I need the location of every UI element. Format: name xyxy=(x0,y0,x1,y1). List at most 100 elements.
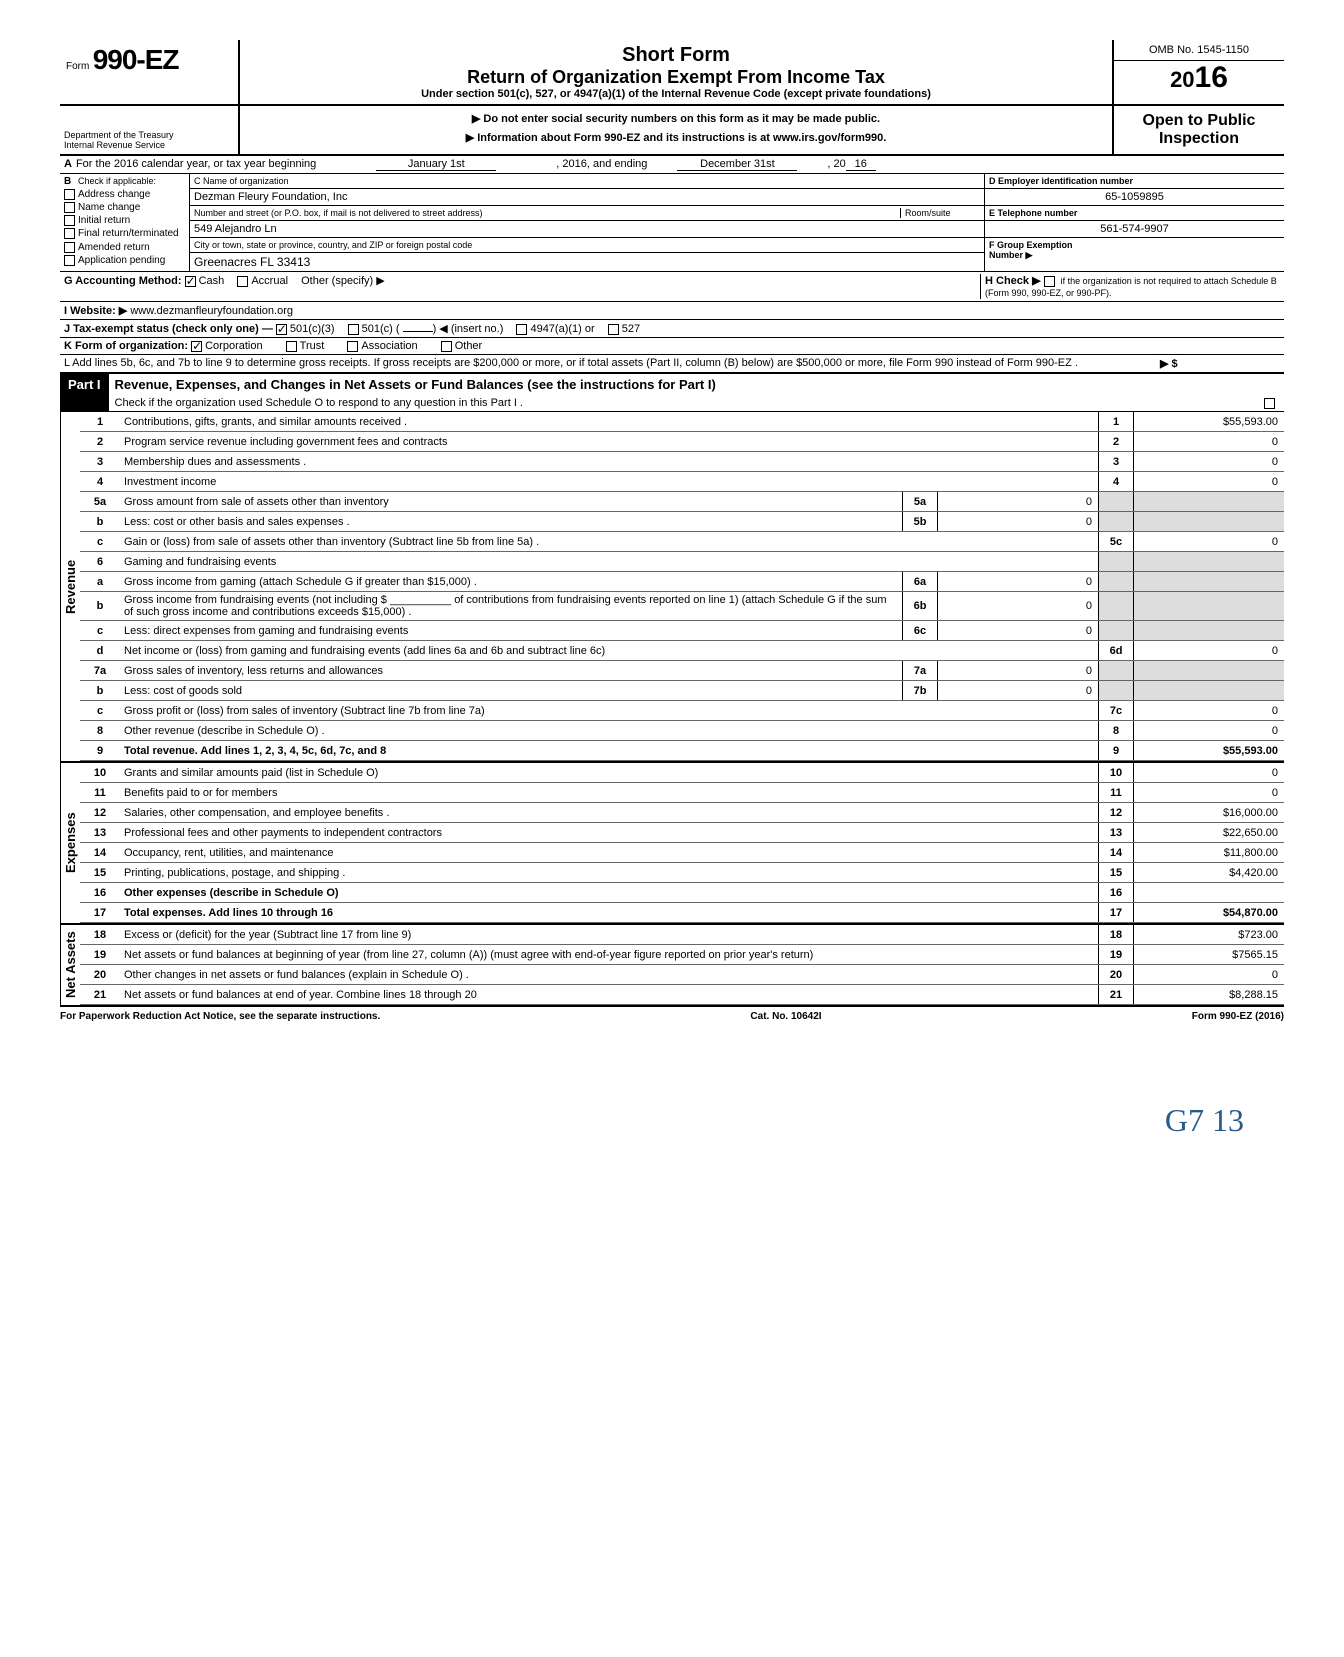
ein[interactable]: 65-1059895 xyxy=(985,189,1284,206)
sub-box-val[interactable]: 0 xyxy=(938,681,1098,700)
section-c-wrap: C Name of organization Dezman Fleury Fou… xyxy=(190,174,1284,271)
check-accrual[interactable] xyxy=(237,276,248,287)
line-num: 3 xyxy=(80,456,120,468)
line-4: 4Investment income40 xyxy=(80,472,1284,492)
public-inspection: Open to Public Inspection xyxy=(1114,106,1284,154)
check-other[interactable] xyxy=(441,341,452,352)
line-desc: Contributions, gifts, grants, and simila… xyxy=(120,414,1098,430)
section-a-text: For the 2016 calendar year, or tax year … xyxy=(76,158,316,171)
line-value[interactable]: $16,000.00 xyxy=(1134,803,1284,822)
line-value[interactable]: 0 xyxy=(1134,783,1284,802)
check-name[interactable] xyxy=(64,202,75,213)
line-value[interactable]: 0 xyxy=(1134,452,1284,471)
part1-label: Part I xyxy=(60,374,109,411)
line-value[interactable]: 0 xyxy=(1134,432,1284,451)
check-amended[interactable] xyxy=(64,242,75,253)
line-num: 21 xyxy=(80,989,120,1001)
line-value[interactable]: $54,870.00 xyxy=(1134,903,1284,922)
check-schedule-o[interactable] xyxy=(1264,398,1275,409)
right-header: OMB No. 1545-1150 2016 xyxy=(1114,40,1284,104)
check-initial[interactable] xyxy=(64,215,75,226)
line-value[interactable]: $22,650.00 xyxy=(1134,823,1284,842)
line-value[interactable]: $4,420.00 xyxy=(1134,863,1284,882)
line-num: 6 xyxy=(80,556,120,568)
website[interactable]: www.dezmanfleuryfoundation.org xyxy=(130,305,293,317)
sub-box-val[interactable]: 0 xyxy=(938,592,1098,620)
line-value[interactable]: 0 xyxy=(1134,641,1284,660)
check-527[interactable] xyxy=(608,324,619,335)
line-num: c xyxy=(80,705,120,717)
line-num: 15 xyxy=(80,867,120,879)
check-trust[interactable] xyxy=(286,341,297,352)
line-value[interactable]: 0 xyxy=(1134,532,1284,551)
line-desc: Total expenses. Add lines 10 through 16 xyxy=(120,905,1098,921)
line-value[interactable]: 0 xyxy=(1134,721,1284,740)
line-value[interactable]: $55,593.00 xyxy=(1134,412,1284,431)
sub-box-val[interactable]: 0 xyxy=(938,621,1098,640)
city-state-zip[interactable]: Greenacres FL 33413 xyxy=(190,253,984,271)
line-num: a xyxy=(80,576,120,588)
section-i: I Website: ▶ www.dezmanfleuryfoundation.… xyxy=(60,302,1284,320)
line-num: 14 xyxy=(80,847,120,859)
line-value[interactable]: 0 xyxy=(1134,472,1284,491)
check-final[interactable] xyxy=(64,228,75,239)
sub-box-val[interactable]: 0 xyxy=(938,492,1098,511)
line-box-num: 13 xyxy=(1098,823,1134,842)
street-address[interactable]: 549 Alejandro Ln xyxy=(190,221,984,238)
line-14: 14Occupancy, rent, utilities, and mainte… xyxy=(80,843,1284,863)
sub-box-val[interactable]: 0 xyxy=(938,572,1098,591)
sub-box-num: 6a xyxy=(902,572,938,591)
line-value[interactable]: 0 xyxy=(1134,701,1284,720)
expenses-label: Expenses xyxy=(60,763,80,923)
line-num: 18 xyxy=(80,929,120,941)
line-desc: Investment income xyxy=(120,474,1098,490)
year-begin[interactable]: January 1st xyxy=(376,158,496,171)
line-desc: Program service revenue including govern… xyxy=(120,434,1098,450)
check-sched-b[interactable] xyxy=(1044,276,1055,287)
line-num: c xyxy=(80,625,120,637)
line-7a: 7aGross sales of inventory, less returns… xyxy=(80,661,1284,681)
line-21: 21Net assets or fund balances at end of … xyxy=(80,985,1284,1005)
footer-left: For Paperwork Reduction Act Notice, see … xyxy=(60,1011,380,1022)
part1-check-text: Check if the organization used Schedule … xyxy=(115,397,1264,409)
check-cash[interactable] xyxy=(185,276,196,287)
line-value[interactable]: 0 xyxy=(1134,965,1284,984)
org-name[interactable]: Dezman Fleury Foundation, Inc xyxy=(190,189,984,206)
check-501c[interactable] xyxy=(348,324,359,335)
line-value[interactable]: $723.00 xyxy=(1134,925,1284,944)
check-corp[interactable] xyxy=(191,341,202,352)
line-desc: Gross income from fundraising events (no… xyxy=(120,592,902,620)
line-value[interactable]: $55,593.00 xyxy=(1134,741,1284,760)
check-pending[interactable] xyxy=(64,255,75,266)
year-end[interactable]: December 31st xyxy=(677,158,797,171)
sub-box-val[interactable]: 0 xyxy=(938,661,1098,680)
sub-box-num: 5b xyxy=(902,512,938,531)
sub-box-val[interactable]: 0 xyxy=(938,512,1098,531)
line-desc: Gaming and fundraising events xyxy=(120,554,1098,570)
line-9: 9Total revenue. Add lines 1, 2, 3, 4, 5c… xyxy=(80,741,1284,761)
line-8: 8Other revenue (describe in Schedule O) … xyxy=(80,721,1284,741)
line-value[interactable]: $8,288.15 xyxy=(1134,985,1284,1004)
line-18: 18Excess or (deficit) for the year (Subt… xyxy=(80,925,1284,945)
check-address[interactable] xyxy=(64,189,75,200)
line-value[interactable]: $7565.15 xyxy=(1134,945,1284,964)
line-value[interactable]: $11,800.00 xyxy=(1134,843,1284,862)
line-desc: Other revenue (describe in Schedule O) . xyxy=(120,723,1098,739)
line-num: 1 xyxy=(80,416,120,428)
short-form-label: Short Form xyxy=(244,44,1108,67)
main-title: Return of Organization Exempt From Incom… xyxy=(244,67,1108,88)
check-501c3[interactable] xyxy=(276,324,287,335)
line-box-num: 8 xyxy=(1098,721,1134,740)
line-box-num: 20 xyxy=(1098,965,1134,984)
line-desc: Net income or (loss) from gaming and fun… xyxy=(120,643,1098,659)
line-value[interactable] xyxy=(1134,883,1284,902)
line-num: 5a xyxy=(80,496,120,508)
line-desc: Net assets or fund balances at end of ye… xyxy=(120,987,1098,1003)
telephone[interactable]: 561-574-9907 xyxy=(985,221,1284,238)
line-19: 19Net assets or fund balances at beginni… xyxy=(80,945,1284,965)
check-4947[interactable] xyxy=(516,324,527,335)
line-value[interactable]: 0 xyxy=(1134,763,1284,782)
header-row2: Department of the Treasury Internal Reve… xyxy=(60,106,1284,156)
check-assoc[interactable] xyxy=(347,341,358,352)
section-a: A For the 2016 calendar year, or tax yea… xyxy=(60,156,1284,174)
